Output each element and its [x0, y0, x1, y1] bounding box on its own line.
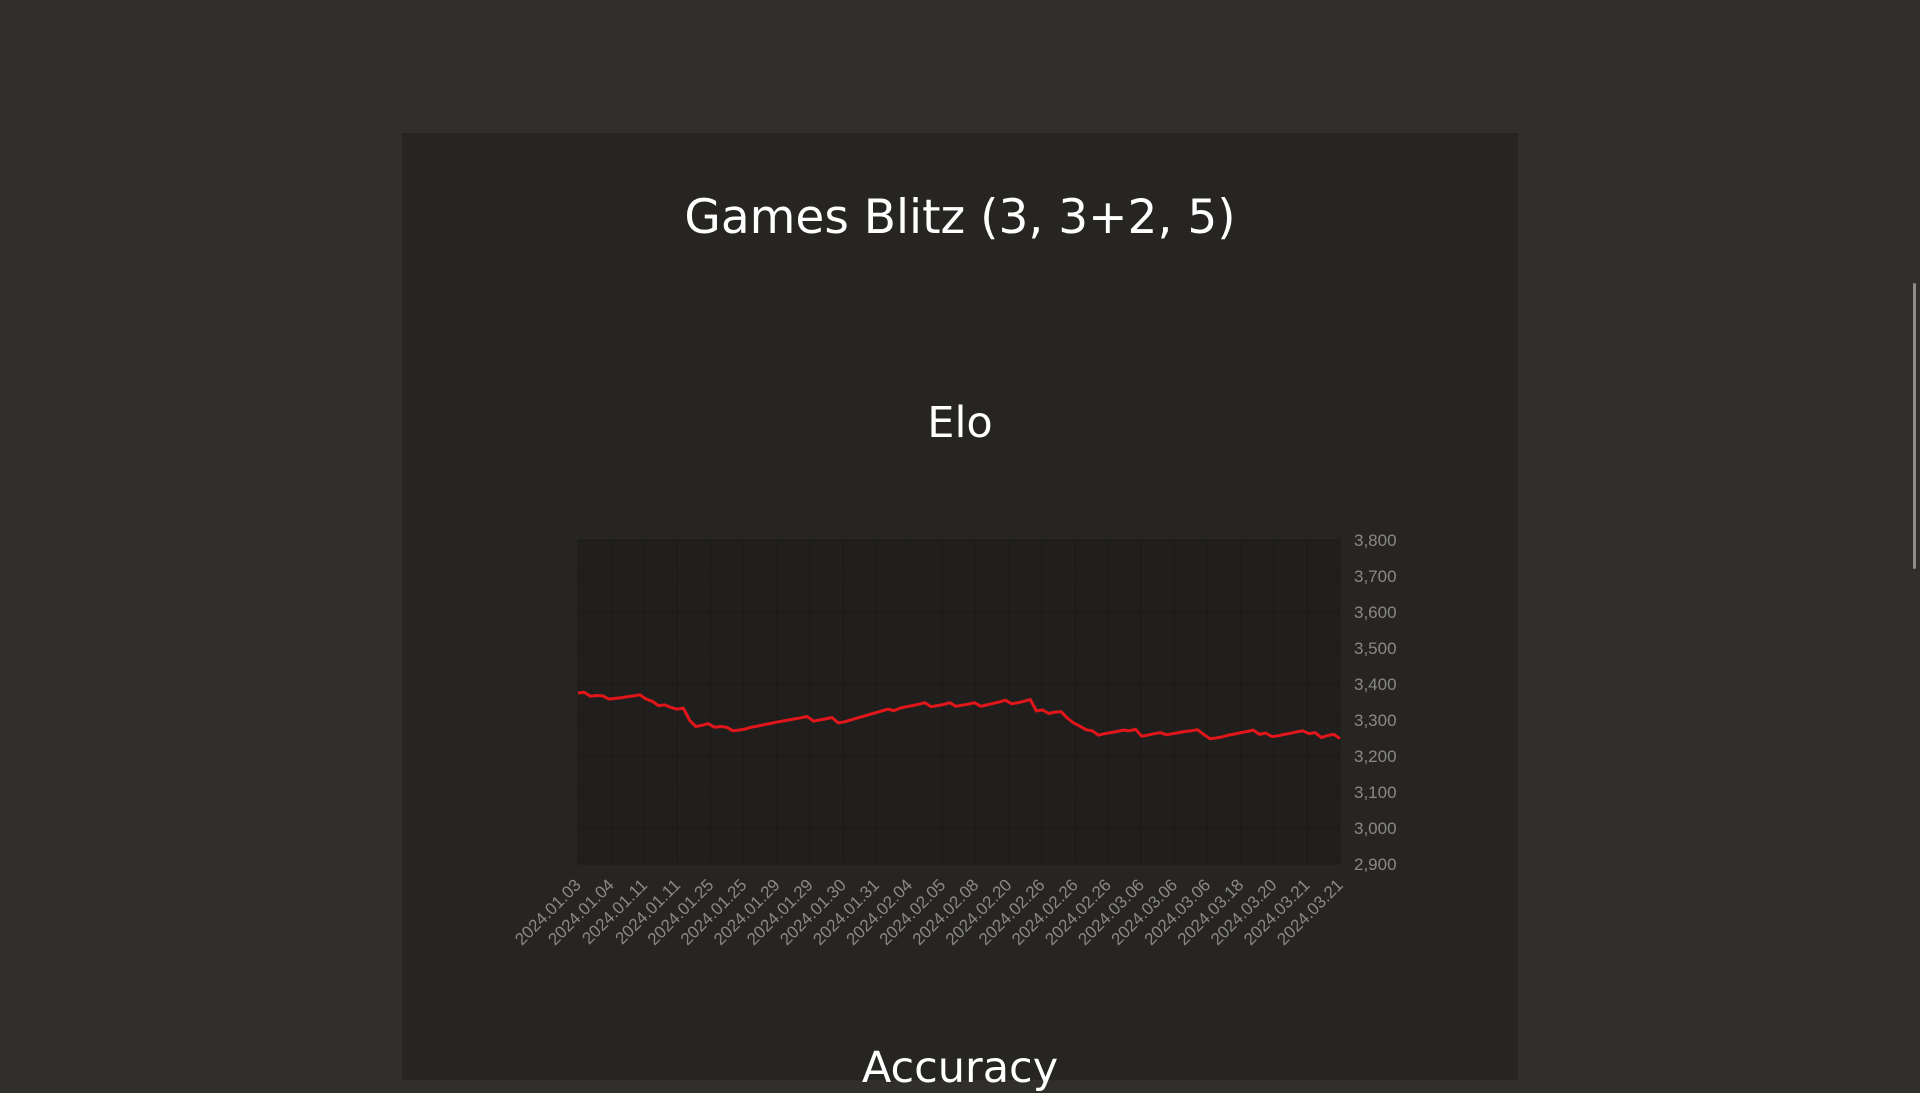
games-panel: Games Blitz (3, 3+2, 5) Elo Accuracy: [402, 133, 1518, 1093]
next-section-title: Accuracy: [861, 1043, 1059, 1093]
chart-title: Elo: [927, 398, 993, 448]
page-title: Games Blitz (3, 3+2, 5): [684, 190, 1236, 245]
scrollbar-thumb[interactable]: [1913, 283, 1916, 569]
page-scrollbar[interactable]: [1906, 0, 1920, 1080]
